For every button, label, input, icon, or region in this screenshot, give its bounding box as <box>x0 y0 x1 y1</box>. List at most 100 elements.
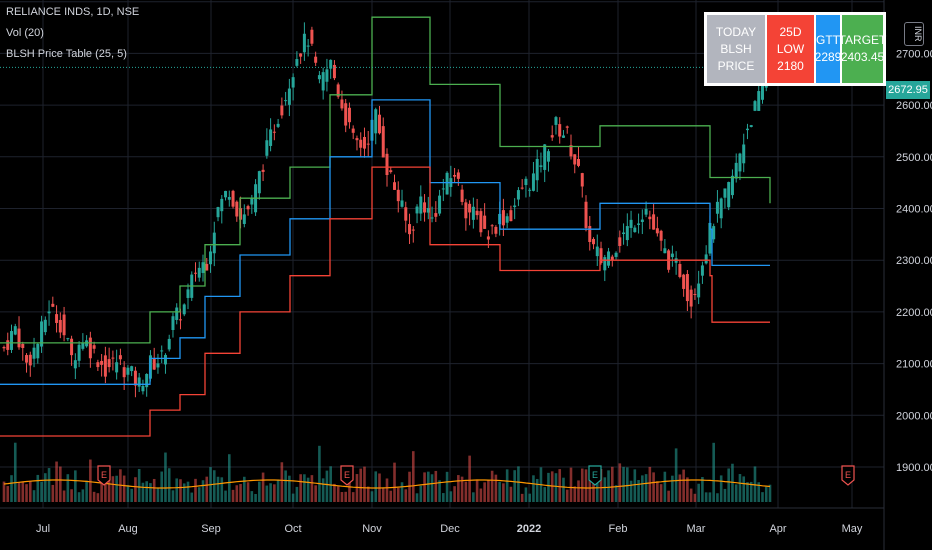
volume-bar <box>749 481 753 502</box>
candle-body <box>734 162 738 179</box>
time-tick-label: Apr <box>769 523 786 535</box>
candle-body <box>231 190 235 207</box>
candle-body <box>531 173 535 191</box>
volume-bar <box>321 478 325 502</box>
volume-bar <box>126 485 130 502</box>
symbol-legend[interactable]: RELIANCE INDS, 1D, NSE <box>6 6 140 18</box>
candle-body <box>494 226 498 234</box>
volume-bar <box>137 468 141 502</box>
candle-body <box>719 198 723 219</box>
volume-bar <box>393 462 396 502</box>
table-cell-target-label: TARGET <box>838 33 887 47</box>
candle-body <box>377 114 381 134</box>
volume-bar <box>10 475 13 502</box>
table-cell-target-value: 2403.45 <box>840 50 885 64</box>
candle-body <box>588 226 592 243</box>
currency-badge[interactable]: INR <box>904 22 924 46</box>
price-tick-label: 2000.00 <box>896 410 932 422</box>
volume-bar <box>111 476 115 502</box>
volume-bar <box>160 471 164 502</box>
candle-body <box>81 343 85 349</box>
time-tick-label: Sep <box>201 523 221 535</box>
candle-body <box>13 326 17 335</box>
price-tick-label: 1900.00 <box>896 462 932 474</box>
candle-body <box>622 232 626 235</box>
volume-bar <box>502 483 505 502</box>
volume-bar <box>411 451 415 502</box>
candle-body <box>257 171 261 194</box>
volume-bar <box>708 492 712 502</box>
volume-bar <box>442 493 445 502</box>
volume-bar <box>336 486 340 502</box>
volume-bar <box>599 468 603 502</box>
candle-body <box>115 362 119 373</box>
candle-body <box>599 248 603 263</box>
candle-body <box>419 196 423 214</box>
volume-bar <box>734 484 738 502</box>
time-tick-label: Oct <box>284 523 301 535</box>
candle-body <box>603 257 607 271</box>
volume-bar <box>276 479 280 502</box>
volume-bar <box>610 466 614 502</box>
candle-body <box>141 385 145 392</box>
gtt-band-line <box>0 99 770 385</box>
candle-body <box>317 75 321 80</box>
volume-bar <box>235 485 239 502</box>
volume-bar <box>81 489 85 502</box>
volume-bar <box>85 480 88 502</box>
volume-bar <box>592 471 595 502</box>
volume-bar <box>457 475 460 502</box>
volume-bar <box>614 485 618 502</box>
volume-bar <box>738 474 742 502</box>
volume-legend[interactable]: Vol (20) <box>6 27 44 39</box>
candle-body <box>272 131 276 133</box>
candle-body <box>310 29 314 44</box>
table-cell-today: TODAY BLSH PRICE <box>707 15 765 83</box>
candle-body <box>404 207 408 221</box>
time-tick-label: Feb <box>609 523 628 535</box>
volume-bar <box>145 481 148 502</box>
volume-bar <box>186 481 190 502</box>
volume-bar <box>753 466 757 502</box>
volume-bar <box>47 468 51 502</box>
candle-body <box>434 213 438 217</box>
volume-bar <box>44 473 47 502</box>
candle-body <box>265 140 269 156</box>
volume-bar <box>607 470 610 502</box>
volume-bar <box>490 470 494 502</box>
volume-bar <box>603 477 607 502</box>
time-tick-label: Dec <box>440 523 460 535</box>
volume-bar <box>573 486 577 502</box>
volume-bar <box>197 487 201 502</box>
volume-bar <box>295 486 299 502</box>
candle-body <box>2 347 6 349</box>
candle-body <box>47 311 51 314</box>
volume-bar <box>479 488 483 502</box>
volume-bar <box>704 492 708 502</box>
volume-bar <box>21 481 25 502</box>
candle-body <box>6 340 10 350</box>
indicator-legend[interactable]: BLSH Price Table (25, 5) <box>6 48 127 60</box>
volume-bar <box>701 477 704 502</box>
time-tick-label: Nov <box>362 523 382 535</box>
earnings-marker-label: E <box>344 470 350 480</box>
volume-bar <box>355 474 359 502</box>
volume-bar <box>494 474 498 502</box>
candle-body <box>749 125 753 127</box>
volume-bar <box>472 492 475 502</box>
volume-bar <box>13 442 17 502</box>
volume-bar <box>678 474 682 502</box>
candle-body <box>359 139 363 148</box>
volume-bar <box>340 492 344 502</box>
volume-bar <box>761 492 764 502</box>
volume-bar <box>239 483 242 502</box>
candle-body <box>738 153 742 172</box>
candle-body <box>715 201 719 214</box>
candle-body <box>595 246 599 257</box>
candle-body <box>580 173 584 187</box>
table-cell-gtt: GTT 2289 <box>815 15 841 83</box>
volume-bar <box>633 469 637 502</box>
volume-bar <box>419 485 423 502</box>
last-price-badge: 2672.95 <box>886 81 930 99</box>
